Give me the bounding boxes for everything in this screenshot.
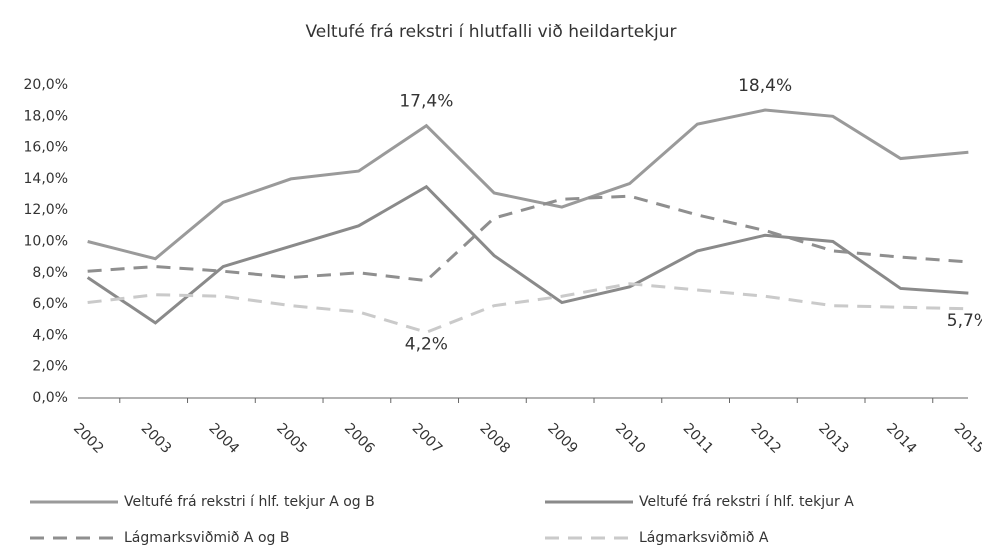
- data-label: 4,2%: [405, 334, 448, 354]
- legend-label: Veltufé frá rekstri í hlf. tekjur A og B: [124, 494, 375, 510]
- y-tick-label: 12,0%: [24, 202, 68, 218]
- legend-label: Veltufé frá rekstri í hlf. tekjur A: [639, 494, 854, 510]
- y-tick-label: 14,0%: [24, 171, 68, 187]
- x-tick-label: 2007: [409, 420, 446, 457]
- y-tick-label: 2,0%: [32, 359, 68, 375]
- y-tick-label: 10,0%: [24, 234, 68, 250]
- x-tick-label: 2008: [476, 420, 513, 457]
- x-tick-label: 2005: [273, 420, 310, 457]
- legend-label: Lágmarksviðmið A: [639, 530, 769, 546]
- x-tick-label: 2015: [951, 420, 982, 457]
- y-tick-label: 6,0%: [32, 296, 68, 312]
- x-tick-label: 2012: [747, 420, 784, 457]
- x-tick-label: 2002: [70, 420, 107, 457]
- data-label: 18,4%: [738, 76, 792, 96]
- chart-title: Veltufé frá rekstri í hlutfalli við heil…: [305, 22, 676, 42]
- x-tick-label: 2011: [680, 420, 717, 457]
- series-line: [87, 282, 969, 334]
- x-tick-label: 2004: [205, 420, 242, 457]
- y-tick-label: 16,0%: [24, 140, 68, 156]
- x-tick-label: 2014: [883, 420, 920, 457]
- series-line: [86, 184, 969, 325]
- x-tick-label: 2003: [138, 420, 175, 457]
- y-tick-label: 4,0%: [32, 327, 68, 343]
- x-tick-label: 2006: [341, 420, 378, 457]
- y-tick-label: 20,0%: [24, 77, 68, 93]
- y-tick-label: 18,0%: [24, 108, 68, 124]
- data-label: 17,4%: [399, 92, 453, 112]
- x-tick-label: 2009: [544, 420, 581, 457]
- y-tick-label: 0,0%: [32, 390, 68, 406]
- x-tick-label: 2013: [815, 420, 852, 457]
- data-label: 5,7%: [947, 311, 982, 331]
- series-line: [87, 194, 969, 283]
- legend-label: Lágmarksviðmið A og B: [124, 530, 289, 546]
- series-line: [87, 108, 969, 261]
- x-tick-label: 2010: [612, 420, 649, 457]
- y-tick-label: 8,0%: [32, 265, 68, 281]
